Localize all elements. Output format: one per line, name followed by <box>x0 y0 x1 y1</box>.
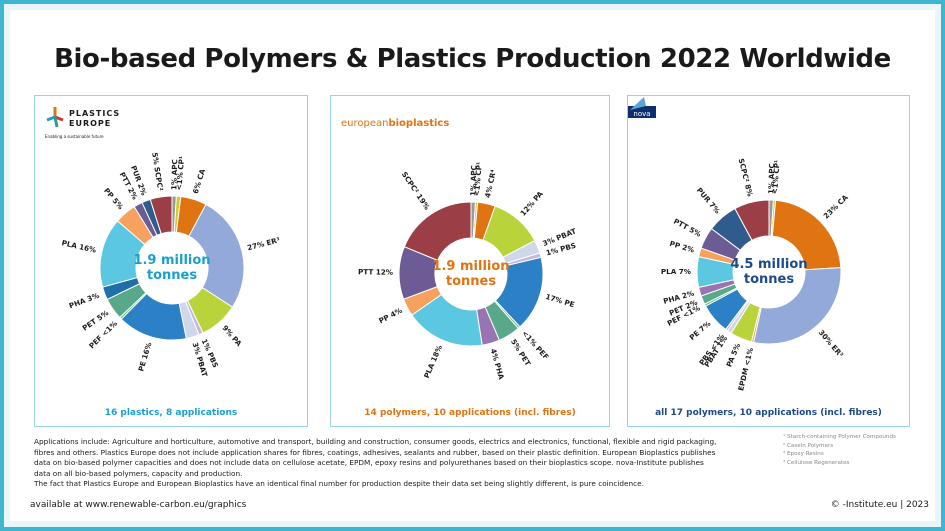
slice-label: 9% PA <box>220 323 243 348</box>
nova-logo-text: nova <box>633 110 650 118</box>
slice-label: <1% CP¹ <box>770 160 782 195</box>
panel-caption: all 17 polymers, 10 applications (incl. … <box>655 408 882 418</box>
european-bioplastics-logo: europeanbioplastics <box>341 118 449 129</box>
glossary-item: ³ Epoxy Resins <box>783 451 824 458</box>
slice-label: EPDM <1% <box>736 347 755 392</box>
donut-slice-er <box>188 203 245 308</box>
slice-label: PLA 7% <box>661 267 691 276</box>
panel-caption: 14 polymers, 10 applications (incl. fibr… <box>364 408 576 418</box>
notes-line: Applications include: Agriculture and ho… <box>34 437 717 446</box>
plastics-europe-tagline: Enabling a sustainable future <box>45 134 104 139</box>
notes-line: The fact that Plastics Europe and Europe… <box>34 479 644 488</box>
footnote-glossary: ¹ Starch-containing Polymer Compounds ² … <box>783 433 896 467</box>
plastics-europe-mark-icon <box>46 107 64 128</box>
slice-label: 5% SCPC² <box>150 152 165 192</box>
donut-slice-scpc <box>149 195 173 235</box>
slice-label: 4% PHA <box>489 348 506 381</box>
slice-label: PP 4% <box>377 306 404 326</box>
slice-label: PP 5% <box>102 186 125 211</box>
nova-logo-icon: nova <box>628 97 656 118</box>
slice-label: 1% APC <box>169 159 179 190</box>
slice-label: PTT 5% <box>672 217 703 239</box>
glossary-item: ¹ Starch-containing Polymer Compounds <box>783 434 896 440</box>
panel-caption: 16 plastics, 8 applications <box>104 408 238 418</box>
panel-plastics-europe: PLASTICS EUROPE Enabling a sustainable f… <box>34 95 308 427</box>
center-total-value: 1.9 million <box>432 259 509 274</box>
slice-label: PHA 3% <box>68 291 101 311</box>
slice-label: 1% APC <box>766 163 776 194</box>
copyright: © -Institute.eu | 2023 <box>830 500 929 510</box>
glossary-item: ² Casein Polymers <box>783 442 834 449</box>
slice-label: PLA 18% <box>422 344 444 380</box>
slice-label: 6% CA <box>191 167 207 194</box>
panel-european-bioplastics: europeanbioplastics 1% APC <1% CP¹ 4% CR⁴ 1… <box>330 95 610 427</box>
center-total-unit: tonnes <box>446 274 496 289</box>
slice-label: 17% PE <box>544 292 575 309</box>
slice-label: 12% PA <box>518 189 545 218</box>
donut-slice-scpc <box>403 201 472 262</box>
slice-label: PUR 7% <box>695 186 722 216</box>
panel-nova-institute: nova 1% APC <1% CP¹ 23% CA 30% ER³ EPDM <1% P… <box>627 95 910 427</box>
notes-line: data on bio-based polymer capacities and… <box>34 458 704 467</box>
center-total-unit: tonnes <box>147 268 197 283</box>
slice-label: PE 7% <box>688 319 713 342</box>
applications-notes: Applications include: Agriculture and ho… <box>34 437 734 490</box>
slice-label: 4% CR⁴ <box>483 169 498 199</box>
slice-label: PTT 12% <box>358 267 393 277</box>
logo-text-european: european <box>341 118 389 129</box>
slice-label: 23% CA <box>822 193 851 221</box>
slice-label: <1% CP¹ <box>472 162 484 197</box>
page-title: Bio-based Polymers & Plastics Production… <box>54 44 891 74</box>
donut-slice-er <box>753 267 842 345</box>
center-total-value: 4.5 million <box>730 257 807 272</box>
slice-label: PP 2% <box>669 239 696 255</box>
slice-label: 30% ER³ <box>817 328 846 359</box>
center-total-value: 1.9 million <box>133 253 210 268</box>
slice-label: PA 5% <box>724 342 742 368</box>
notes-line: data on all bio-based polymers, capacity… <box>34 468 243 478</box>
donut-slice-scpc <box>734 199 770 241</box>
center-total-unit: tonnes <box>744 272 794 287</box>
plastics-europe-name: PLASTICS EUROPE <box>69 109 121 128</box>
slice-label: 1% APC <box>468 165 478 196</box>
notes-line: fibres and others. Plastics Europe does … <box>34 447 716 457</box>
slice-label: PLA 16% <box>61 238 97 255</box>
slice-label: SCPC² 8% <box>737 157 755 197</box>
slice-label: <1% CP¹ <box>174 156 186 191</box>
slice-label: 27% ER³ <box>246 235 281 252</box>
slice-label: SCPC² 19% <box>400 170 432 211</box>
slice-label: PE 16% <box>136 341 153 372</box>
graphics-link[interactable]: available at www.renewable-carbon.eu/gra… <box>30 500 247 510</box>
donut-chart-nova-institute: 1% APC<1% CP¹ 23% CA 30% ER³ EPDM <1%PA 5% P… <box>661 157 851 392</box>
logo-text-bioplastics: bioplastics <box>388 118 450 129</box>
glossary-item: ⁴ Cellulose Regenerates <box>783 459 850 466</box>
